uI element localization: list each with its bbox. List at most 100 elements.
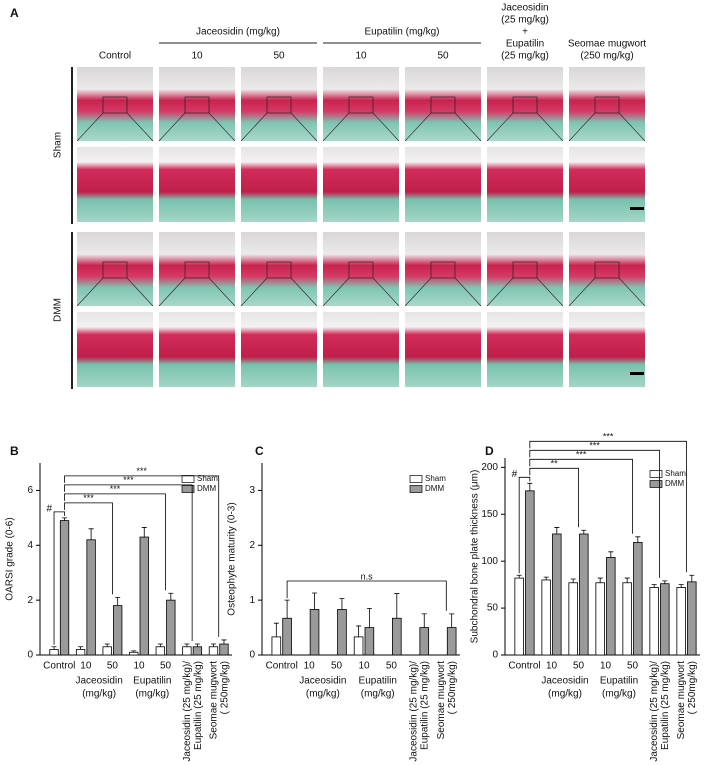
bar bbox=[129, 651, 139, 656]
histology-low bbox=[569, 232, 645, 306]
histology-high bbox=[241, 312, 317, 387]
column-header: + bbox=[522, 27, 528, 38]
histology-high bbox=[569, 312, 645, 387]
error-bar bbox=[554, 527, 560, 534]
group-header: Eupatilin (mg/kg) bbox=[364, 27, 439, 38]
bar bbox=[219, 643, 229, 656]
histology-low bbox=[405, 67, 481, 141]
error-bar bbox=[184, 643, 190, 647]
y-tick-label: 2 bbox=[27, 595, 33, 606]
histology-high bbox=[159, 147, 235, 222]
histology-low bbox=[569, 67, 645, 141]
histology-high bbox=[77, 312, 153, 387]
error-bar bbox=[210, 643, 216, 647]
error-bar bbox=[624, 577, 630, 583]
bar bbox=[525, 490, 535, 656]
error-bar bbox=[168, 592, 174, 601]
inset-box bbox=[184, 96, 210, 114]
panel-label: D bbox=[485, 444, 494, 458]
inset-line bbox=[568, 277, 596, 307]
inset-line bbox=[536, 112, 564, 142]
x-tick-label: Jaceosidin (25 mg/kg)/ bbox=[649, 661, 660, 762]
error-bar bbox=[394, 593, 400, 619]
histology-low bbox=[323, 232, 399, 306]
y-tick-label: 4 bbox=[27, 540, 33, 551]
error-bar bbox=[366, 607, 372, 628]
bar bbox=[182, 646, 192, 656]
x-tick-label: 50 bbox=[331, 661, 343, 672]
y-axis-label: OARSI grade (0-6) bbox=[5, 517, 16, 600]
inset-box bbox=[594, 261, 620, 279]
x-tick-label: Seomae mugwort bbox=[676, 661, 687, 740]
bar bbox=[541, 579, 551, 656]
inset-line bbox=[126, 277, 154, 307]
group-label: (mg/kg) bbox=[548, 689, 582, 700]
inset-box bbox=[348, 96, 374, 114]
legend-label: DMM bbox=[425, 484, 444, 493]
column-header: Seomae mugwort bbox=[568, 39, 647, 50]
error-bar bbox=[543, 576, 549, 580]
bar bbox=[309, 609, 320, 656]
error-bar bbox=[273, 622, 279, 637]
inset-line bbox=[208, 112, 236, 142]
x-tick-label: 10 bbox=[600, 661, 612, 672]
bracket bbox=[518, 476, 531, 574]
error-bar bbox=[581, 529, 587, 534]
inset-box bbox=[184, 261, 210, 279]
group-label: Eupatilin bbox=[133, 676, 171, 687]
x-tick-label: Eupatilin (25 mg/kg) bbox=[660, 661, 671, 750]
histology-high bbox=[405, 147, 481, 222]
bracket bbox=[64, 475, 220, 637]
x-tick-label: 10 bbox=[546, 661, 558, 672]
error-bar bbox=[115, 597, 121, 606]
bar bbox=[155, 646, 165, 656]
bracket bbox=[529, 449, 660, 578]
inset-line bbox=[290, 277, 318, 307]
group-label: Eupatilin bbox=[600, 676, 638, 687]
legend-swatch bbox=[409, 485, 423, 493]
inset-line bbox=[322, 112, 350, 142]
error-bar bbox=[141, 527, 147, 538]
panel-label: A bbox=[10, 6, 19, 20]
inset-box bbox=[430, 96, 456, 114]
histology-high bbox=[323, 312, 399, 387]
inset-line bbox=[568, 112, 596, 142]
group-label: (mg/kg) bbox=[361, 689, 395, 700]
bar bbox=[595, 582, 605, 656]
bracket bbox=[64, 493, 166, 591]
bracket bbox=[529, 440, 687, 573]
group-label: Jaceosidin bbox=[541, 676, 588, 687]
bracket bbox=[529, 467, 579, 528]
error-bar bbox=[131, 650, 137, 653]
scale-bar bbox=[630, 207, 644, 210]
x-tick-label: Seomae mugwort bbox=[208, 661, 219, 740]
error-bar bbox=[78, 646, 84, 650]
bar bbox=[59, 520, 70, 656]
bar bbox=[419, 627, 430, 656]
histology-high bbox=[569, 147, 645, 222]
inset-box bbox=[102, 96, 128, 114]
bar bbox=[568, 582, 578, 656]
error-bar bbox=[312, 592, 318, 610]
group-label: Eupatilin bbox=[359, 676, 397, 687]
x-tick-label: Eupatilin (25 mg/kg) bbox=[193, 661, 204, 750]
bar bbox=[364, 627, 375, 656]
inset-line bbox=[404, 112, 432, 142]
bracket bbox=[529, 458, 633, 534]
bar bbox=[622, 582, 632, 656]
group-label: (mg/kg) bbox=[82, 689, 116, 700]
bar bbox=[353, 636, 364, 656]
column-header: (250 mg/kg) bbox=[580, 51, 633, 62]
bar bbox=[49, 649, 59, 656]
bar bbox=[113, 605, 123, 656]
error-bar bbox=[62, 517, 68, 521]
x-tick-label: 50 bbox=[160, 661, 172, 672]
inset-line bbox=[486, 277, 514, 307]
legend-label: Sham bbox=[665, 469, 686, 478]
inset-line bbox=[618, 112, 646, 142]
inset-box bbox=[512, 96, 538, 114]
bar bbox=[392, 617, 402, 656]
histology-low bbox=[77, 232, 153, 306]
error-bar bbox=[284, 599, 290, 619]
